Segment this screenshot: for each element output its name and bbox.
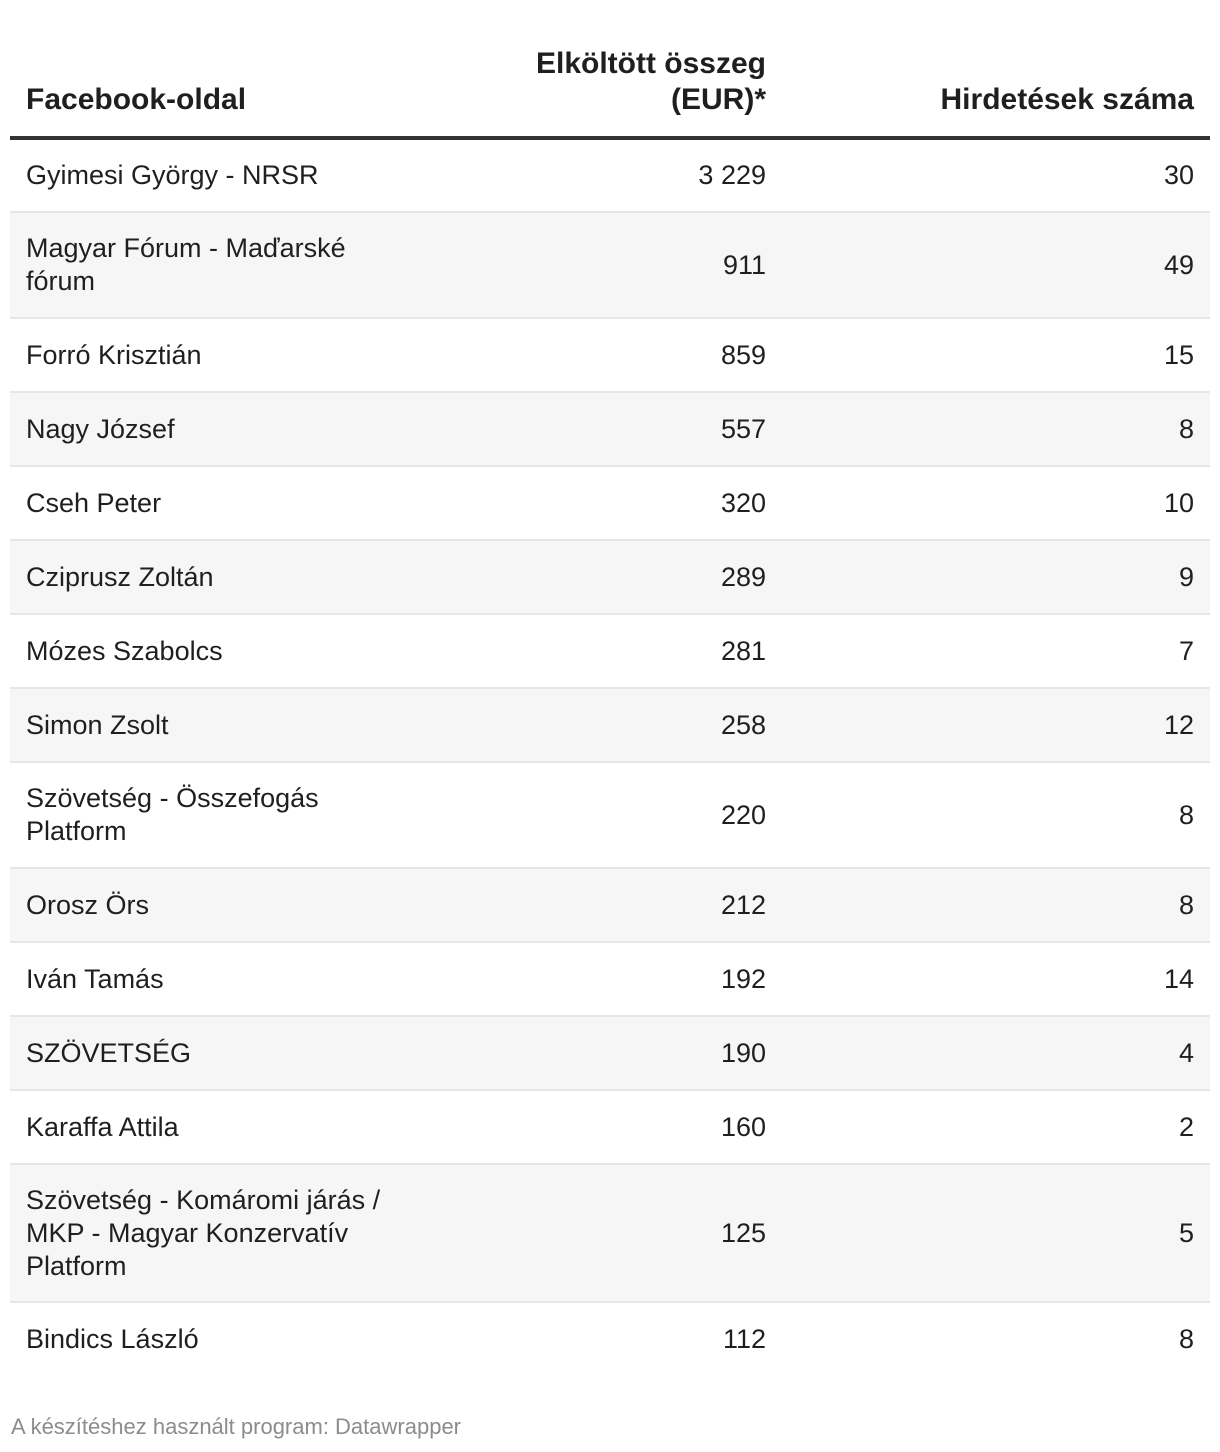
cell-amount-spent: 190	[410, 1016, 782, 1091]
cell-ad-count: 5	[782, 1164, 1210, 1303]
cell-ad-count: 2	[782, 1090, 1210, 1165]
page-name-line: Platform	[26, 1250, 127, 1281]
cell-facebook-page: Cziprusz Zoltán	[10, 540, 410, 615]
column-header-facebook-page[interactable]: Facebook-oldal	[10, 40, 410, 140]
cell-ad-count: 12	[782, 688, 1210, 763]
table-row: Forró Krisztián 859 15	[10, 318, 1210, 393]
header-line: (EUR)*	[671, 83, 766, 116]
cell-facebook-page: Iván Tamás	[10, 942, 410, 1017]
cell-amount-spent: 212	[410, 868, 782, 943]
table-row: Orosz Örs 212 8	[10, 868, 1210, 943]
page-name-line: Cseh Peter	[26, 487, 162, 518]
cell-amount-spent: 289	[410, 540, 782, 615]
table-row: Iván Tamás 192 14	[10, 942, 1210, 1017]
cell-amount-spent: 220	[410, 762, 782, 869]
cell-facebook-page: Forró Krisztián	[10, 318, 410, 393]
cell-facebook-page: Simon Zsolt	[10, 688, 410, 763]
table-row: Karaffa Attila 160 2	[10, 1090, 1210, 1165]
cell-ad-count: 4	[782, 1016, 1210, 1091]
cell-ad-count: 8	[782, 392, 1210, 467]
cell-amount-spent: 911	[410, 212, 782, 319]
page-name-line: Simon Zsolt	[26, 709, 169, 740]
cell-facebook-page: Szövetség - Komáromi járás / MKP - Magyar…	[10, 1164, 410, 1303]
footer-credit: A készítéshez használt program: Datawrap…	[11, 1414, 462, 1439]
cell-ad-count: 14	[782, 942, 1210, 1017]
page-name-line: SZÖVETSÉG	[26, 1037, 192, 1068]
page-name-line: Forró Krisztián	[26, 339, 202, 370]
page-name-line: Nagy József	[26, 413, 175, 444]
cell-ad-count: 15	[782, 318, 1210, 393]
cell-facebook-page: Magyar Fórum - Maďarské fórum	[10, 212, 410, 319]
cell-facebook-page: Mózes Szabolcs	[10, 614, 410, 689]
table-body: Gyimesi György - NRSR 3 229 30 Magyar Fórum…	[10, 138, 1210, 1376]
table-row: Magyar Fórum - Maďarské fórum 911 49	[10, 212, 1210, 319]
table-row: Szövetség - Összefogás Platform 220 8	[10, 762, 1210, 869]
table-row: Cziprusz Zoltán 289 9	[10, 540, 1210, 615]
cell-facebook-page: Orosz Örs	[10, 868, 410, 943]
table-row: Szövetség - Komáromi járás / MKP - Magyar…	[10, 1164, 1210, 1303]
cell-amount-spent: 258	[410, 688, 782, 763]
page-name-line: Magyar Fórum - Maďarské	[26, 233, 346, 263]
table-row: Bindics László 112 8	[10, 1302, 1210, 1376]
cell-ad-count: 7	[782, 614, 1210, 689]
header-row: Facebook-oldal Elköltött összeg (EUR)* H…	[10, 40, 1210, 140]
table-row: Simon Zsolt 258 12	[10, 688, 1210, 763]
header-line: Facebook-oldal	[26, 83, 247, 116]
cell-ad-count: 8	[1178, 1324, 1194, 1354]
cell-ad-count: 49	[782, 212, 1210, 319]
page-name-line: fórum	[26, 266, 96, 296]
page-name-line: Bindics László	[26, 1324, 199, 1354]
cell-amount-spent: 281	[410, 614, 782, 689]
cell-facebook-page: SZÖVETSÉG	[10, 1016, 410, 1091]
cell-facebook-page: Bindics László	[10, 1302, 410, 1376]
cell-facebook-page: Karaffa Attila	[10, 1090, 410, 1165]
table-row: Gyimesi György - NRSR 3 229 30	[10, 138, 1210, 213]
page-name-line: MKP - Magyar Konzervatív	[26, 1217, 349, 1248]
header-line: Elköltött összeg	[535, 47, 766, 80]
cell-ad-count: 10	[782, 466, 1210, 541]
page-name-line: Platform	[26, 816, 127, 846]
page-name-line: Orosz Örs	[26, 889, 150, 920]
header-line: Hirdetések száma	[940, 83, 1194, 116]
table-row: SZÖVETSÉG 190 4	[10, 1016, 1210, 1091]
cell-amount-spent: 192	[410, 942, 782, 1017]
cell-ad-count: 8	[782, 762, 1210, 869]
page-name-line: Iván Tamás	[26, 963, 164, 994]
cell-amount-spent: 160	[410, 1090, 782, 1165]
cell-amount-spent: 112	[722, 1324, 766, 1354]
cell-amount-spent: 3 229	[410, 138, 782, 213]
page-name-line: Mózes Szabolcs	[26, 635, 223, 666]
column-header-ad-count[interactable]: Hirdetések száma	[782, 40, 1210, 140]
cell-facebook-page: Cseh Peter	[10, 466, 410, 541]
cell-amount-spent: 557	[410, 392, 782, 467]
table-row: Nagy József 557 8	[10, 392, 1210, 467]
cell-facebook-page: Gyimesi György - NRSR	[10, 138, 410, 213]
page-name-line: Cziprusz Zoltán	[26, 561, 214, 592]
cell-facebook-page: Nagy József	[10, 392, 410, 467]
page-name-line: Gyimesi György - NRSR	[26, 160, 319, 190]
cell-amount-spent: 125	[410, 1164, 782, 1303]
cell-facebook-page: Szövetség - Összefogás Platform	[10, 762, 410, 869]
page-name-line: Szövetség - Összefogás	[26, 783, 319, 813]
table-row: Mózes Szabolcs 281 7	[10, 614, 1210, 689]
ad-spend-table: Facebook-oldal Elköltött összeg (EUR)* H…	[10, 40, 1210, 1376]
table-row: Cseh Peter 320 10	[10, 466, 1210, 541]
cell-amount-spent: 859	[410, 318, 782, 393]
page-name-line: Karaffa Attila	[26, 1111, 179, 1142]
cell-ad-count: 8	[782, 868, 1210, 943]
cell-amount-spent: 320	[410, 466, 782, 541]
cell-ad-count: 9	[782, 540, 1210, 615]
column-header-amount-spent[interactable]: Elköltött összeg (EUR)*	[410, 40, 782, 140]
cell-ad-count: 30	[782, 138, 1210, 213]
page-name-line: Szövetség - Komáromi járás /	[26, 1184, 381, 1215]
